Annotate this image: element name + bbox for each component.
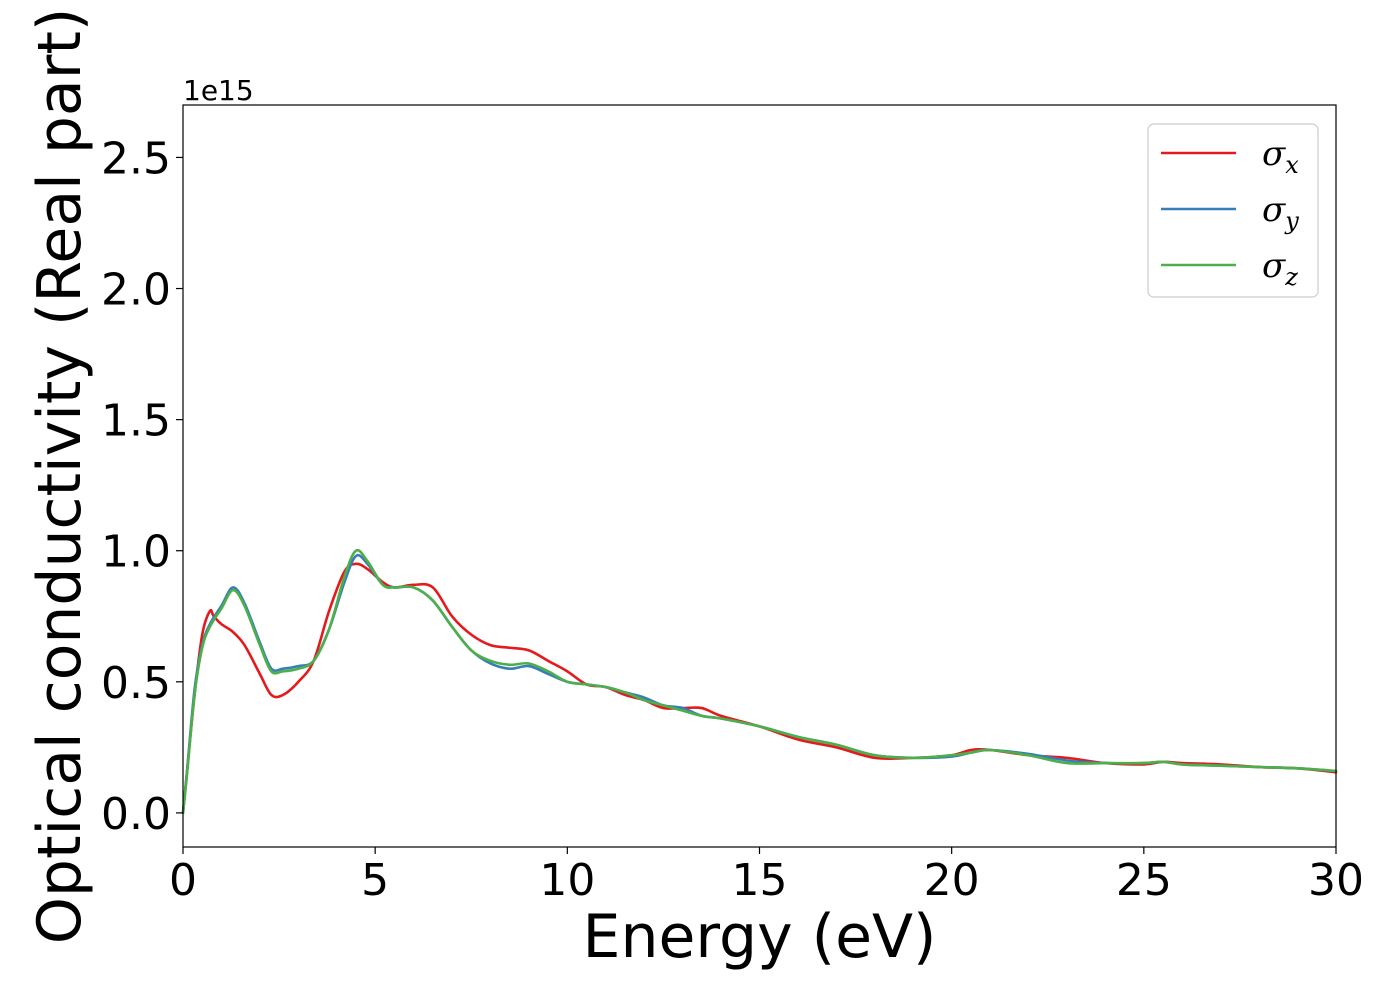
y-offset-label: 1e15 (183, 74, 254, 107)
x-axis-label: Energy (eV) (583, 902, 937, 972)
plot-area (183, 105, 1336, 847)
y-tick-label: 1.5 (101, 396, 171, 447)
y-tick-label: 2.0 (101, 265, 171, 316)
x-tick-label: 20 (924, 855, 980, 906)
series-line-z (181, 548, 1338, 815)
x-tick-label: 25 (1116, 855, 1172, 906)
x-tick-label: 30 (1308, 855, 1364, 906)
x-tick-label: 5 (361, 855, 389, 906)
legend: σx σy σz (1147, 123, 1319, 298)
y-tick-label: 1.0 (101, 527, 171, 578)
y-axis: 0.0 0.5 1.0 1.5 2.0 2.5 (101, 133, 183, 840)
x-tick-label: 0 (169, 855, 197, 906)
x-axis: 0 5 10 15 20 25 30 (169, 847, 1364, 906)
y-tick-label: 2.5 (101, 133, 171, 184)
series-layer (181, 548, 1338, 815)
x-tick-label: 15 (732, 855, 788, 906)
y-tick-label: 0.5 (101, 658, 171, 709)
legend-label-y: σy (1262, 190, 1299, 235)
x-tick-label: 10 (539, 855, 595, 906)
legend-box (1147, 123, 1319, 298)
legend-label-z: σz (1262, 246, 1298, 291)
y-axis-label: Optical conductivity (Real part) (25, 8, 95, 945)
legend-label-x: σx (1262, 134, 1299, 179)
y-tick-label: 0.0 (101, 789, 171, 840)
